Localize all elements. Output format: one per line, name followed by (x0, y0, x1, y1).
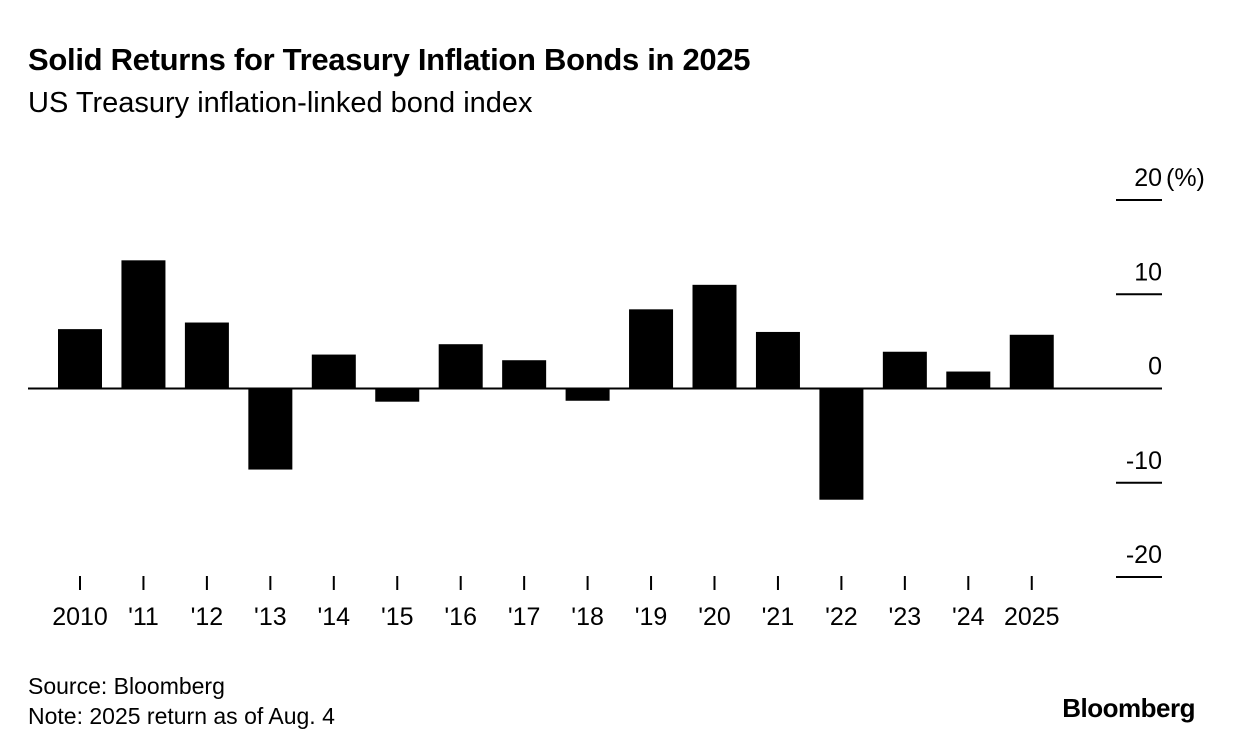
source-note: Source: Bloomberg (28, 673, 225, 699)
bar (248, 388, 293, 470)
bar (819, 388, 864, 500)
x-tick-label: '12 (191, 603, 224, 631)
x-tick-label: '17 (508, 603, 541, 631)
bar (502, 360, 547, 389)
y-tick-label: -20 (1126, 541, 1162, 569)
x-tick-label: '23 (889, 603, 922, 631)
x-axis: 2010 '11 '12 '13 '14 '15 '16 '17 '18 '19 '20 '21 '22… (52, 576, 1060, 631)
bar (58, 329, 102, 389)
bar (755, 331, 800, 389)
y-axis: 20 10 0 -10 -20 (%) (1116, 164, 1205, 578)
x-tick-label: '15 (381, 603, 414, 631)
bar (565, 388, 610, 401)
x-tick-label: '19 (635, 603, 668, 631)
footnote: Note: 2025 return as of Aug. 4 (28, 703, 335, 729)
bar (311, 354, 356, 389)
x-tick-label: '24 (952, 603, 985, 631)
bars (58, 260, 1054, 500)
y-tick-label: 20 (1134, 164, 1162, 192)
x-tick-label: 2010 (52, 603, 108, 631)
bar (375, 388, 420, 402)
y-tick-label: 10 (1134, 258, 1162, 286)
bar (438, 344, 483, 389)
y-unit-label: (%) (1166, 164, 1205, 192)
x-tick-label: '20 (698, 603, 731, 631)
x-tick-label: '13 (254, 603, 287, 631)
x-tick-label: '14 (318, 603, 351, 631)
x-tick-label: '18 (571, 603, 604, 631)
y-tick-label: -10 (1126, 447, 1162, 475)
bar (121, 260, 166, 389)
x-tick-label: '22 (825, 603, 858, 631)
y-tick-label: 0 (1148, 353, 1162, 381)
x-tick-label: '16 (444, 603, 477, 631)
bar (1009, 334, 1054, 389)
chart-title: Solid Returns for Treasury Inflation Bon… (28, 42, 751, 77)
bar (184, 322, 229, 389)
bar (946, 371, 991, 389)
x-tick-label: '11 (128, 603, 159, 631)
x-tick-label: 2025 (1004, 603, 1060, 631)
x-tick-label: '21 (762, 603, 795, 631)
bar (882, 351, 927, 389)
chart-subtitle: US Treasury inflation-linked bond index (28, 87, 533, 119)
bloomberg-logo: Bloomberg (1062, 693, 1195, 723)
bar (692, 284, 737, 389)
bar (629, 309, 674, 389)
